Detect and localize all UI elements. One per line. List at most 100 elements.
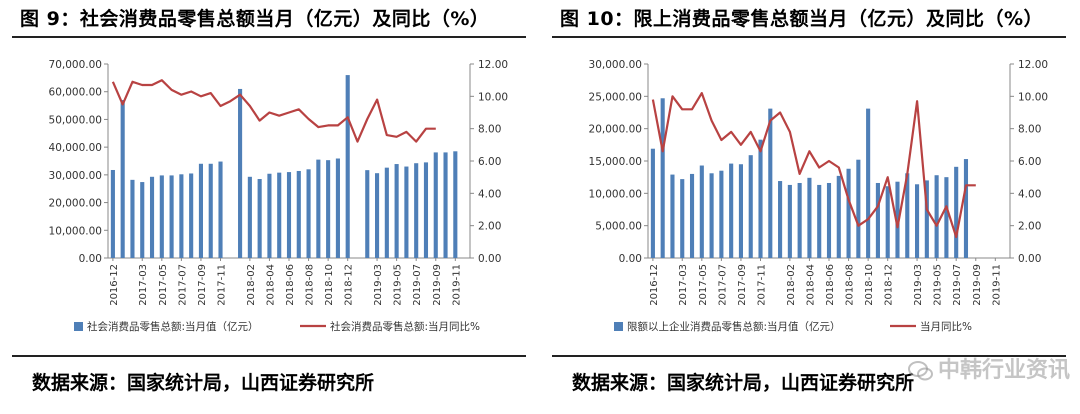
legend-swatch-bar	[614, 322, 623, 331]
x-tick-label: 2016-12	[649, 264, 660, 306]
bar	[738, 164, 744, 258]
y-tick-label-left: 70,000.00	[49, 59, 102, 71]
bar	[875, 182, 880, 258]
x-tick-label: 2019-09	[432, 264, 443, 306]
y-tick-label-left: 25,000.00	[589, 91, 642, 103]
bar	[768, 108, 773, 259]
legend-label-bar: 限额以上企业消费品零售总额:当月值（亿元）	[627, 320, 841, 333]
data-source: 数据来源：国家统计局，山西证券研究所	[572, 372, 915, 394]
bar	[719, 170, 724, 258]
bar	[807, 177, 812, 258]
source-divider	[12, 355, 526, 357]
bar	[797, 182, 802, 258]
bar	[944, 177, 949, 258]
panel-social-retail: 图 9：社会消费品零售总额当月（亿元）及同比（%） 0.00 10,000.00 2…	[12, 0, 526, 414]
bar	[189, 173, 194, 258]
x-tick-label: 2018-08	[845, 264, 856, 306]
x-tick-label: 2018-10	[324, 264, 335, 306]
bar	[384, 167, 389, 258]
y-tick-label-right: 6.00	[478, 156, 501, 168]
bar	[689, 173, 695, 258]
y-tick-label-left: 15,000.00	[589, 156, 642, 168]
x-tick-label: 2017-11	[217, 264, 228, 306]
bar	[748, 155, 753, 258]
x-tick-label: 2017-03	[138, 264, 149, 306]
wechat-icon	[907, 361, 933, 381]
bar	[885, 186, 890, 258]
y-tick-label-left: 20,000.00	[49, 198, 102, 210]
yoy-line	[111, 79, 436, 143]
bar	[729, 163, 734, 258]
x-tick-label: 2018-06	[285, 264, 296, 306]
bar	[257, 179, 262, 258]
y-tick-label-right: 0.00	[1018, 253, 1041, 265]
bar	[963, 159, 969, 258]
chart-social-retail: 0.00 10,000.00 20,000.00 30,000.00 40,000.00…	[49, 59, 509, 333]
yoy-line	[651, 91, 976, 239]
bar	[433, 152, 438, 258]
bar	[296, 170, 301, 258]
x-tick-label: 2018-10	[864, 264, 875, 306]
bar	[924, 180, 929, 258]
bar	[238, 88, 243, 258]
bar	[179, 174, 184, 258]
bar	[286, 172, 292, 258]
x-tick-label: 2017-09	[197, 264, 208, 306]
watermark: 中韩行业资讯	[907, 352, 1070, 384]
bar	[404, 166, 409, 258]
bar	[680, 179, 685, 258]
legend-label-line: 当月同比%	[920, 320, 972, 333]
x-tick-label: 2018-02	[786, 264, 797, 306]
bar	[277, 172, 282, 258]
bar	[365, 170, 370, 258]
bar	[335, 158, 340, 258]
chart-above-limit-retail: 0.00 5,000.00 10,000.00 15,000.00 20,000.00 2…	[589, 59, 1049, 333]
x-tick-label: 2018-02	[246, 264, 257, 306]
bar	[374, 173, 380, 258]
bar	[699, 165, 704, 258]
bar	[394, 164, 399, 258]
data-source: 数据来源：国家统计局，山西证券研究所	[32, 372, 375, 394]
x-tick-label: 2017-05	[698, 264, 709, 306]
legend-swatch-bar	[74, 322, 83, 331]
x-tick-label: 2019-09	[972, 264, 983, 306]
y-tick-label-left: 10,000.00	[589, 188, 642, 200]
y-tick-label-left: 0.00	[619, 253, 642, 265]
bar	[316, 159, 321, 258]
x-tick-label: 2017-03	[678, 264, 689, 306]
y-tick-label-right: 8.00	[1018, 124, 1041, 136]
bar	[660, 98, 665, 258]
y-tick-label-right: 0.00	[478, 253, 501, 265]
bar	[866, 108, 871, 259]
x-tick-label: 2018-12	[884, 264, 895, 306]
bar	[198, 163, 204, 258]
bar	[826, 182, 832, 258]
bar	[817, 184, 822, 258]
bar	[836, 175, 841, 258]
y-tick-label-left: 10,000.00	[49, 225, 102, 237]
y-tick-label-left: 50,000.00	[49, 114, 102, 126]
watermark-text: 中韩行业资讯	[937, 358, 1070, 383]
bar	[159, 175, 164, 258]
bar	[345, 75, 350, 258]
y-tick-label-left: 40,000.00	[49, 142, 102, 154]
y-tick-label-right: 8.00	[478, 124, 501, 136]
x-tick-label: 2018-12	[344, 264, 355, 306]
bar	[120, 100, 125, 259]
bar	[267, 173, 272, 258]
x-tick-label: 2018-06	[825, 264, 836, 306]
x-tick-label: 2019-07	[412, 264, 423, 306]
source-divider	[552, 355, 1066, 357]
chart-title: 图 9：社会消费品零售总额当月（亿元）及同比（%）	[20, 8, 490, 30]
bar	[247, 176, 252, 258]
bar	[709, 173, 714, 258]
legend-label-bar: 社会消费品零售总额:当月值（亿元）	[87, 320, 259, 333]
bar	[414, 163, 419, 258]
bar	[140, 182, 145, 258]
y-tick-label-left: 0.00	[79, 253, 102, 265]
bar	[905, 173, 910, 258]
bar	[149, 176, 155, 258]
x-tick-label: 2019-05	[933, 264, 944, 306]
x-tick-label: 2019-05	[393, 264, 404, 306]
y-tick-label-right: 4.00	[1018, 188, 1041, 200]
